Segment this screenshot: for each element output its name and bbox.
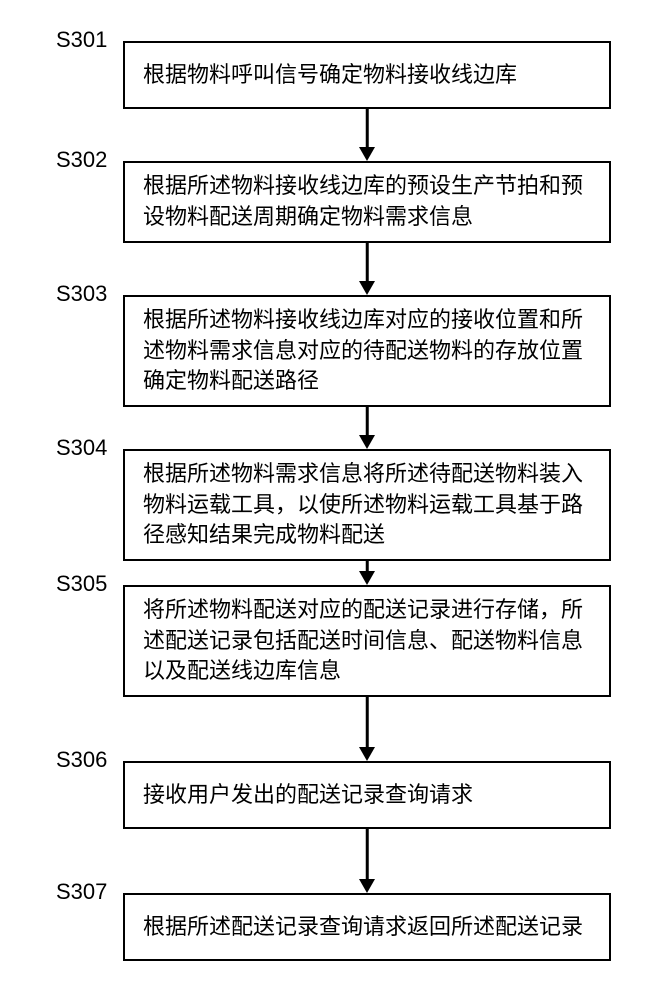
step-text-s306: 接收用户发出的配送记录查询请求 <box>143 780 473 811</box>
step-text-s304: 根据所述物料需求信息将所述待配送物料装入 物料运载工具，以使所述物料运载工具基于… <box>143 459 583 551</box>
arrow-line-5 <box>366 697 369 747</box>
arrow-head-5 <box>359 747 375 761</box>
step-box-s306: 接收用户发出的配送记录查询请求 <box>123 761 611 829</box>
arrow-line-2 <box>366 243 369 281</box>
step-label-s302: S302 <box>56 147 107 173</box>
step-text-s301: 根据物料呼叫信号确定物料接收线边库 <box>143 60 517 91</box>
arrow-line-3 <box>366 407 369 435</box>
step-text-s302: 根据所述物料接收线边库的预设生产节拍和预 设物料配送周期确定物料需求信息 <box>143 171 583 233</box>
step-box-s303: 根据所述物料接收线边库对应的接收位置和所 述物料需求信息对应的待配送物料的存放位… <box>123 295 611 407</box>
arrow-head-3 <box>359 435 375 449</box>
arrow-line-1 <box>366 109 369 147</box>
step-text-s307: 根据所述配送记录查询请求返回所述配送记录 <box>143 912 583 943</box>
step-label-s304: S304 <box>56 435 107 461</box>
arrow-line-6 <box>366 829 369 879</box>
step-box-s304: 根据所述物料需求信息将所述待配送物料装入 物料运载工具，以使所述物料运载工具基于… <box>123 449 611 561</box>
step-label-s305: S305 <box>56 571 107 597</box>
step-label-s303: S303 <box>56 281 107 307</box>
step-label-s306: S306 <box>56 747 107 773</box>
step-box-s305: 将所述物料配送对应的配送记录进行存储，所 述配送记录包括配送时间信息、配送物料信… <box>123 585 611 697</box>
step-box-s302: 根据所述物料接收线边库的预设生产节拍和预 设物料配送周期确定物料需求信息 <box>123 161 611 243</box>
arrow-head-1 <box>359 147 375 161</box>
step-label-s301: S301 <box>56 27 107 53</box>
step-box-s307: 根据所述配送记录查询请求返回所述配送记录 <box>123 893 611 961</box>
step-text-s305: 将所述物料配送对应的配送记录进行存储，所 述配送记录包括配送时间信息、配送物料信… <box>143 595 583 687</box>
step-box-s301: 根据物料呼叫信号确定物料接收线边库 <box>123 41 611 109</box>
arrow-head-6 <box>359 879 375 893</box>
arrow-head-4 <box>359 571 375 585</box>
arrow-head-2 <box>359 281 375 295</box>
step-text-s303: 根据所述物料接收线边库对应的接收位置和所 述物料需求信息对应的待配送物料的存放位… <box>143 305 583 397</box>
arrow-line-4 <box>366 561 369 571</box>
flowchart-container: S301 根据物料呼叫信号确定物料接收线边库 S302 根据所述物料接收线边库的… <box>0 0 652 1000</box>
step-label-s307: S307 <box>56 879 107 905</box>
